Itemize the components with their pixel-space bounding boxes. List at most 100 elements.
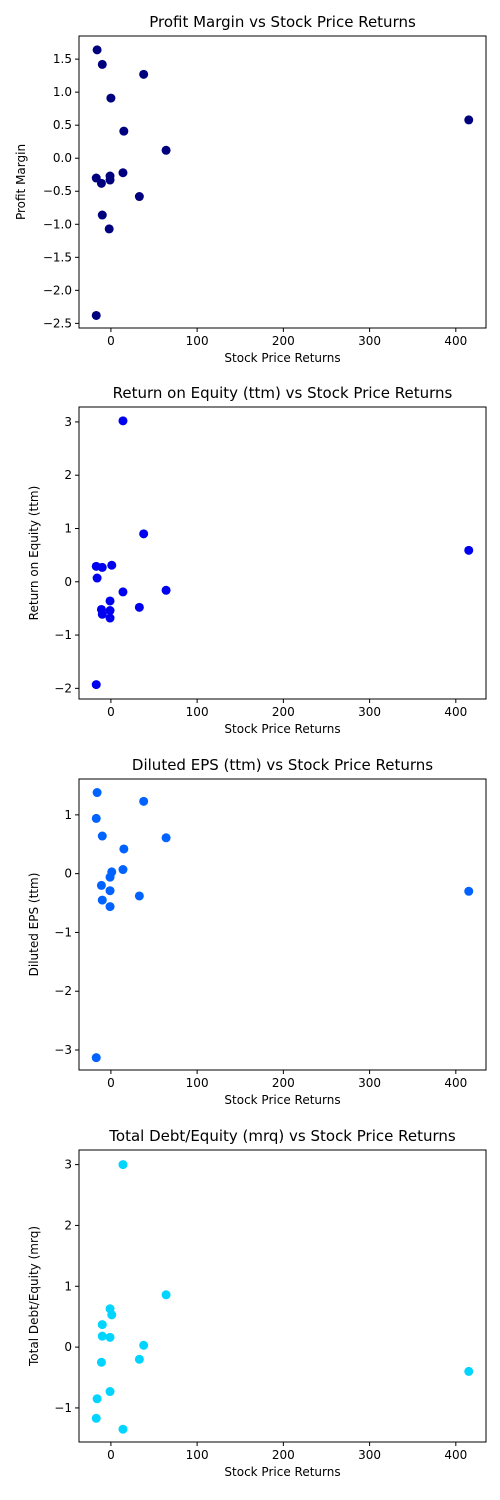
data-point <box>91 680 101 690</box>
data-point <box>97 59 107 69</box>
data-point <box>96 1357 106 1367</box>
y-tick-label: −2.5 <box>43 316 72 330</box>
chart-title: Diluted EPS (ttm) vs Stock Price Returns <box>132 756 433 774</box>
data-point <box>119 126 129 136</box>
y-tick-label: −1 <box>54 1401 72 1415</box>
x-tick-label: 400 <box>444 1076 467 1090</box>
x-tick-label: 400 <box>444 705 467 719</box>
data-point <box>105 872 115 882</box>
data-point <box>139 796 149 806</box>
chart-title: Profit Margin vs Stock Price Returns <box>149 13 416 31</box>
y-tick-label: 1.5 <box>53 52 72 66</box>
data-point <box>105 886 115 896</box>
y-axis-label: Profit Margin <box>14 144 28 220</box>
x-axis-label: Stock Price Returns <box>224 351 340 365</box>
y-axis-label: Return on Equity (ttm) <box>27 486 41 621</box>
x-tick-label: 100 <box>186 1448 209 1462</box>
data-point <box>97 895 107 905</box>
data-point <box>134 1354 144 1364</box>
data-point <box>139 1340 149 1350</box>
data-point <box>105 1332 115 1342</box>
y-tick-label: −2.0 <box>43 283 72 297</box>
data-point <box>105 1387 115 1397</box>
data-point <box>92 45 102 55</box>
y-tick-label: −1 <box>54 925 72 939</box>
data-point <box>118 865 128 875</box>
y-tick-label: −0.5 <box>43 184 72 198</box>
y-tick-label: −1 <box>54 628 72 642</box>
chart-panel-3: Diluted EPS (ttm) vs Stock Price Returns… <box>27 756 487 1107</box>
data-point <box>464 886 474 896</box>
data-point <box>92 788 102 798</box>
x-tick-label: 400 <box>444 1448 467 1462</box>
x-tick-label: 100 <box>186 1076 209 1090</box>
y-tick-label: 1.0 <box>53 85 72 99</box>
y-tick-label: 3 <box>64 415 72 429</box>
data-point <box>161 145 171 155</box>
x-tick-label: 100 <box>186 705 209 719</box>
data-point <box>134 192 144 202</box>
y-tick-label: 0.0 <box>53 151 72 165</box>
data-point <box>118 587 128 597</box>
data-point <box>105 902 115 912</box>
x-tick-label: 0 <box>107 1448 115 1462</box>
data-point <box>161 1290 171 1300</box>
data-point <box>107 560 117 570</box>
y-tick-label: 0 <box>64 1340 72 1354</box>
data-point <box>97 1320 107 1330</box>
x-axis-label: Stock Price Returns <box>224 1465 340 1479</box>
data-point <box>161 585 171 595</box>
data-point <box>134 602 144 612</box>
x-tick-label: 200 <box>272 334 295 348</box>
data-point <box>97 609 107 619</box>
chart-panel-4: Total Debt/Equity (mrq) vs Stock Price R… <box>27 1127 487 1479</box>
y-tick-label: −2 <box>54 681 72 695</box>
y-axis-label: Diluted EPS (ttm) <box>27 873 41 977</box>
y-axis-label: Total Debt/Equity (mrq) <box>27 1226 41 1367</box>
chart-panel-2: Return on Equity (ttm) vs Stock Price Re… <box>27 384 487 736</box>
data-point <box>105 175 115 185</box>
x-axis-label: Stock Price Returns <box>224 722 340 736</box>
chart-title: Total Debt/Equity (mrq) vs Stock Price R… <box>108 1127 456 1145</box>
y-tick-label: 1 <box>64 1279 72 1293</box>
data-point <box>92 573 102 583</box>
data-point <box>464 545 474 555</box>
y-tick-label: 3 <box>64 1158 72 1172</box>
data-point <box>91 813 101 823</box>
data-point <box>91 310 101 320</box>
chart-title: Return on Equity (ttm) vs Stock Price Re… <box>113 384 453 402</box>
plot-frame <box>78 406 487 700</box>
x-tick-label: 200 <box>272 705 295 719</box>
x-tick-label: 300 <box>358 1448 381 1462</box>
data-point <box>92 1394 102 1404</box>
plot-frame <box>78 1149 487 1443</box>
y-tick-label: 0 <box>64 575 72 589</box>
x-tick-label: 100 <box>186 334 209 348</box>
x-tick-label: 0 <box>107 1076 115 1090</box>
data-point <box>134 891 144 901</box>
y-tick-label: 1 <box>64 521 72 535</box>
plot-frame <box>78 778 487 1071</box>
data-point <box>106 93 116 103</box>
data-point <box>118 168 128 178</box>
chart-panel-1: Profit Margin vs Stock Price Returns 0 100… <box>14 13 487 365</box>
data-point <box>91 1413 101 1423</box>
y-tick-label: −1.5 <box>43 250 72 264</box>
data-point <box>97 831 107 841</box>
y-tick-label: −1.0 <box>43 217 72 231</box>
data-point <box>119 844 129 854</box>
y-tick-label: 0 <box>64 867 72 881</box>
x-tick-label: 200 <box>272 1076 295 1090</box>
data-point <box>105 596 115 606</box>
data-point <box>139 529 149 539</box>
data-point <box>107 1310 117 1320</box>
x-tick-label: 400 <box>444 334 467 348</box>
data-point <box>118 416 128 426</box>
data-point <box>97 1331 107 1341</box>
x-axis-label: Stock Price Returns <box>224 1093 340 1107</box>
y-tick-label: −3 <box>54 1043 72 1057</box>
y-tick-label: −2 <box>54 984 72 998</box>
y-tick-label: 0.5 <box>53 118 72 132</box>
y-tick-label: 2 <box>64 468 72 482</box>
